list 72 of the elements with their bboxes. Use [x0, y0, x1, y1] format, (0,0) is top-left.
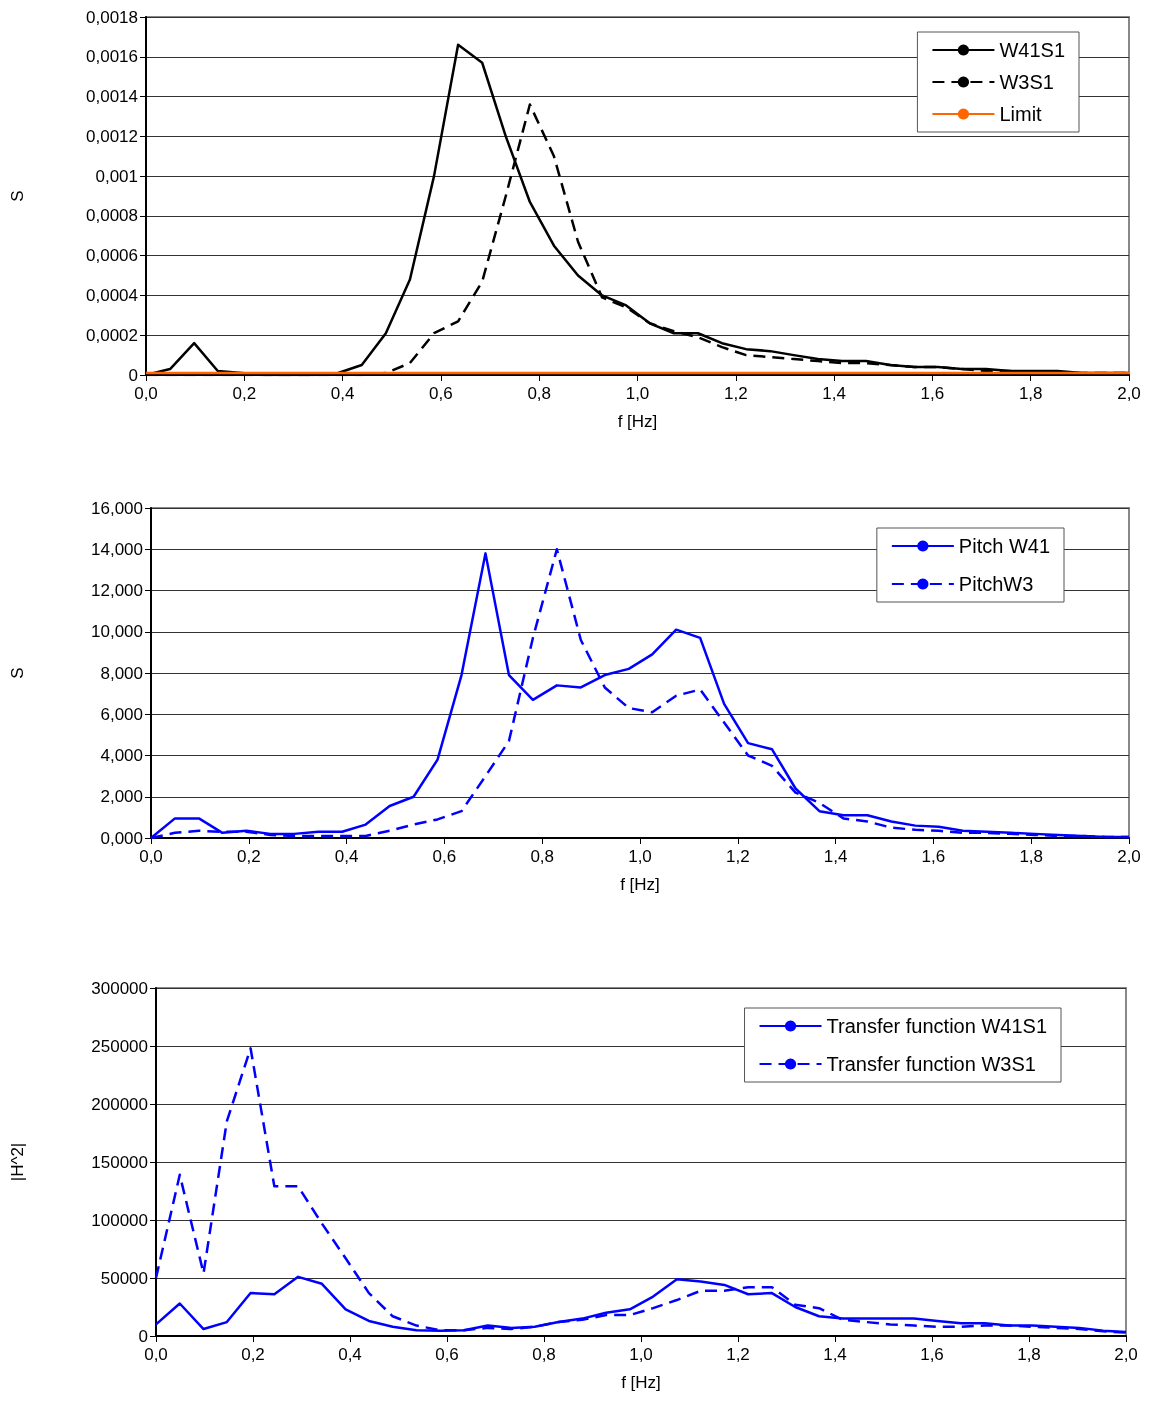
y-tick-label: 12,000 — [91, 581, 143, 600]
y-tick-label: 0,001 — [95, 166, 138, 186]
y-tick-label: 14,000 — [91, 539, 143, 559]
legend-label: W3S1 — [999, 71, 1054, 93]
x-tick-label: 0,0 — [139, 847, 163, 866]
legend-label: PitchW3 — [958, 573, 1034, 595]
x-tick-label: 0,2 — [241, 1345, 265, 1364]
y-tick-label: 0,0014 — [86, 87, 138, 107]
legend-label: Transfer function W41S1 — [826, 1015, 1047, 1037]
x-tick-label: 1,8 — [1017, 1345, 1041, 1364]
y-tick-label: 4,000 — [100, 746, 143, 765]
y-tick-label: 0,0004 — [86, 285, 138, 305]
y-tick-label: 8,000 — [100, 663, 143, 683]
x-tick-label: 1,4 — [823, 847, 848, 866]
y-axis-title: S — [8, 667, 27, 679]
x-tick-label: 2,0 — [1117, 847, 1141, 866]
x-tick-label: 1,6 — [920, 384, 945, 403]
y-axis-title: |H^2| — [8, 1142, 27, 1182]
x-axis-title: f [Hz] — [621, 1373, 661, 1392]
legend-label: Transfer function W3S1 — [826, 1053, 1036, 1075]
y-tick-label: 16,000 — [91, 498, 143, 518]
x-tick-label: 1,2 — [725, 847, 750, 866]
y-tick-label: 250000 — [91, 1036, 148, 1056]
y-tick-label: 0 — [138, 1326, 148, 1346]
y-tick-label: 200000 — [91, 1094, 148, 1114]
x-tick-label: 0,4 — [330, 384, 355, 403]
y-tick-label: 0,0012 — [86, 126, 138, 146]
x-tick-label: 1,8 — [1019, 847, 1044, 866]
legend-label: Pitch W41 — [958, 535, 1051, 557]
x-tick-label: 0,8 — [527, 384, 552, 403]
x-tick-label: 1,0 — [629, 1345, 653, 1364]
x-tick-label: 0,4 — [334, 847, 359, 866]
x-axis-title: f [Hz] — [617, 412, 658, 431]
y-tick-label: 6,000 — [100, 704, 143, 724]
x-tick-label: 0,6 — [435, 1345, 459, 1364]
x-tick-label: 1,4 — [823, 1345, 847, 1364]
x-tick-label: 1,2 — [726, 1345, 750, 1364]
x-tick-label: 0,6 — [429, 384, 453, 403]
y-tick-label: 0,0018 — [86, 7, 138, 27]
x-tick-label: 1,8 — [1018, 384, 1043, 403]
y-tick-label: 2,000 — [100, 787, 143, 807]
x-tick-label: 1,4 — [822, 384, 846, 403]
x-tick-label: 0,2 — [232, 384, 257, 403]
y-tick-label: 50000 — [100, 1268, 148, 1288]
y-tick-label: 0,0008 — [86, 206, 138, 226]
y-tick-label: 0,0006 — [86, 246, 138, 266]
x-tick-label: 1,0 — [628, 847, 652, 866]
x-tick-label: 0,8 — [532, 1345, 556, 1364]
x-tick-label: 0,0 — [144, 1345, 168, 1364]
legend-label: W41S1 — [999, 39, 1066, 61]
x-tick-label: 0,0 — [134, 384, 158, 403]
x-tick-label: 1,2 — [723, 384, 748, 403]
x-tick-label: 2,0 — [1114, 1345, 1138, 1364]
x-tick-label: 0,2 — [236, 847, 261, 866]
y-tick-label: 0,000 — [100, 828, 143, 848]
x-axis-title: f [Hz] — [620, 875, 660, 894]
x-tick-label: 0,8 — [530, 847, 555, 866]
y-tick-label: 150000 — [91, 1152, 148, 1172]
y-tick-label: 300000 — [91, 978, 148, 998]
y-tick-label: 0 — [128, 365, 138, 385]
x-tick-label: 1,0 — [625, 384, 650, 403]
y-tick-label: 100000 — [91, 1210, 148, 1230]
x-tick-label: 1,6 — [920, 1345, 944, 1364]
legend-label: Limit — [999, 103, 1043, 125]
x-tick-label: 0,6 — [432, 847, 457, 866]
y-tick-label: 10,000 — [91, 622, 143, 642]
x-tick-label: 1,6 — [921, 847, 946, 866]
y-tick-label: 0,0016 — [86, 47, 138, 67]
y-axis-title: S — [8, 190, 27, 202]
x-tick-label: 2,0 — [1117, 384, 1141, 403]
y-tick-label: 0,0002 — [86, 325, 138, 345]
x-tick-label: 0,4 — [338, 1345, 362, 1364]
